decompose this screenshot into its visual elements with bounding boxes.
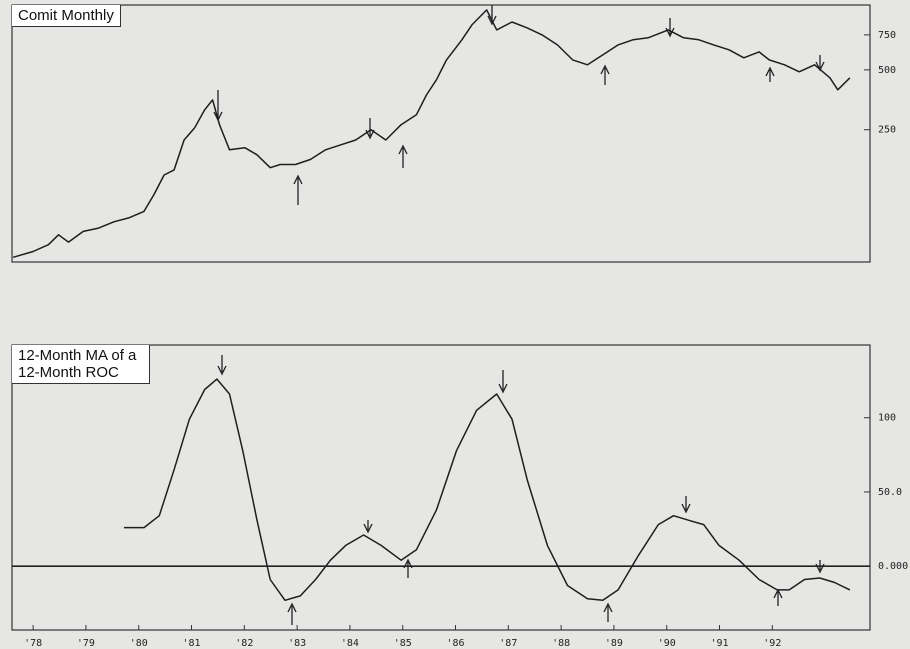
plot-frame <box>11 344 871 631</box>
y-tick-label: 100 <box>878 413 896 424</box>
plot-frame <box>11 4 871 263</box>
chart-title: Comit Monthly <box>12 5 121 27</box>
y-tick-label: 750 <box>878 30 896 41</box>
x-tick-label: '88 <box>552 638 570 649</box>
x-tick-label: '89 <box>605 638 623 649</box>
signal-arrows <box>213 5 825 625</box>
x-tick-label: '78 <box>24 638 42 649</box>
y-tick-label: 50.0 <box>878 487 902 498</box>
x-tick-label: '86 <box>446 638 464 649</box>
y-tick-label: 0.000 <box>878 561 908 572</box>
x-tick-label: '90 <box>658 638 676 649</box>
chart-title-box: 12-Month MA of a 12-Month ROC <box>12 345 150 384</box>
data-line <box>123 378 851 602</box>
x-tick-label: '92 <box>763 638 781 649</box>
y-tick-label: 500 <box>878 65 896 76</box>
y-tick-label: 250 <box>878 125 896 136</box>
data-line <box>12 9 851 259</box>
x-tick-label: '81 <box>182 638 200 649</box>
x-tick-label: '80 <box>130 638 148 649</box>
x-tick-label: '87 <box>499 638 517 649</box>
x-tick-label: '91 <box>710 638 728 649</box>
x-tick-label: '85 <box>394 638 412 649</box>
x-tick-label: '79 <box>77 638 95 649</box>
x-tick-label: '84 <box>341 638 359 649</box>
x-tick-label: '83 <box>288 638 306 649</box>
chart-title: 12-Month MA of a 12-Month ROC <box>12 345 150 384</box>
chart-title-box: Comit Monthly <box>12 5 121 27</box>
x-tick-label: '82 <box>235 638 253 649</box>
